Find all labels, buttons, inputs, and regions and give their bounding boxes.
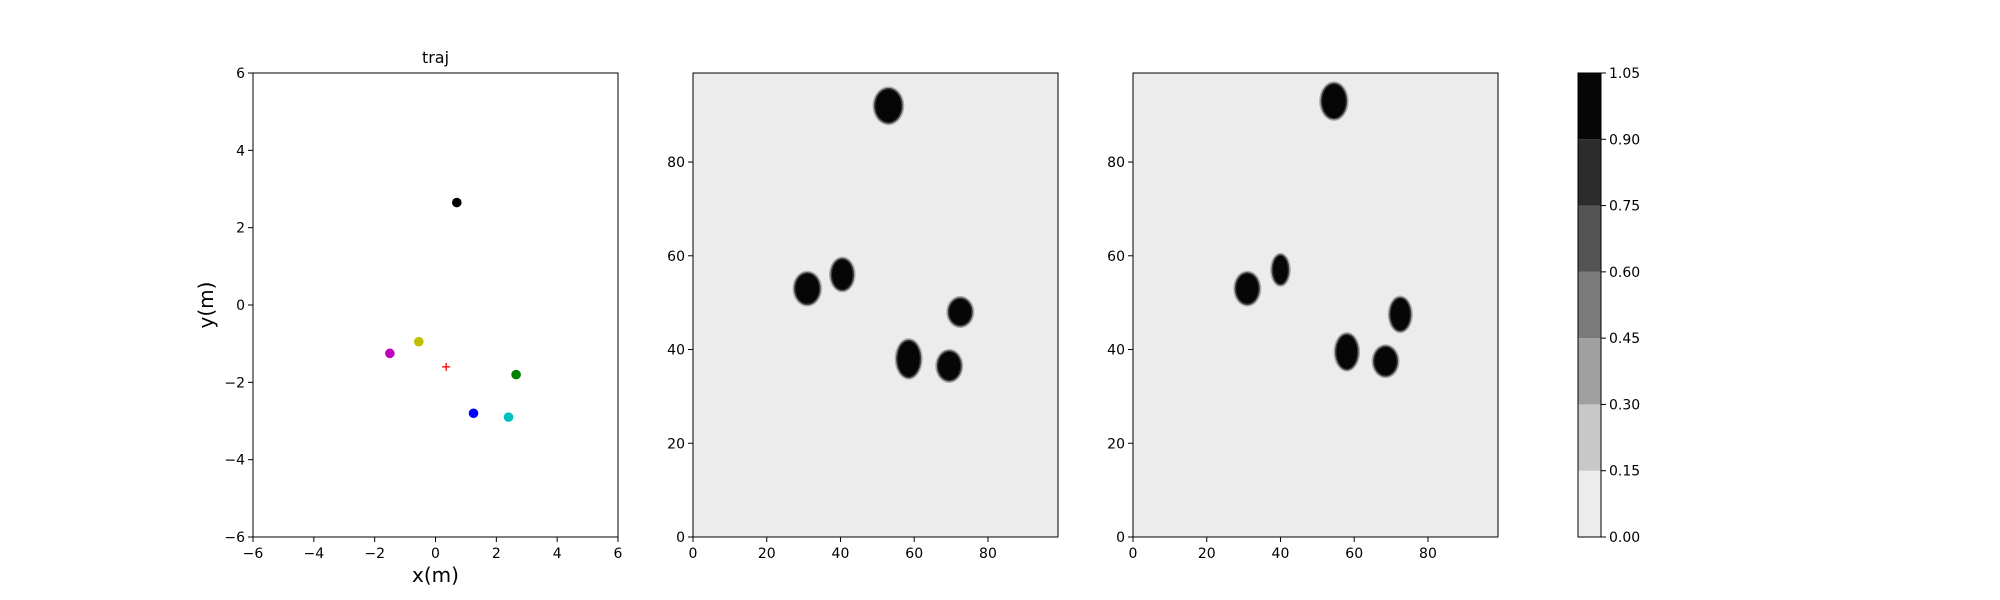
trajectory-y-tick-label: −4 <box>224 453 245 469</box>
trajectory-point <box>451 197 462 208</box>
occupancy-map-2-x-tick-label: 0 <box>1129 546 1138 562</box>
occupancy-map-1-y-tick-label: 0 <box>676 530 685 546</box>
occupancy-map-panel-2: 0 20 40 60 80 0 20 40 60 80 <box>1107 72 1499 562</box>
trajectory-x-ticks: −6 −4 −2 0 2 4 6 <box>243 537 623 562</box>
trajectory-x-tick-label: −4 <box>304 546 325 562</box>
colorbar-band <box>1578 205 1601 272</box>
colorbar-tick-label: 1.05 <box>1609 66 1640 82</box>
occupancy-map-1-blob <box>946 295 975 329</box>
colorbar-tick-label: 0.15 <box>1609 464 1640 480</box>
occupancy-map-2-frame <box>1132 72 1499 538</box>
occupancy-map-1-x-tick-label: 40 <box>832 546 850 562</box>
occupancy-map-2-y-tick-label: 40 <box>1107 343 1125 359</box>
occupancy-map-2-blobs <box>1233 81 1413 379</box>
occupancy-map-2-x-tick-label: 80 <box>1419 546 1437 562</box>
occupancy-map-2-x-tick-label: 40 <box>1272 546 1290 562</box>
occupancy-map-1-frame <box>692 72 1059 538</box>
colorbar: 0.00 0.15 0.30 0.45 0.60 0.75 0.90 1.05 <box>1577 66 1640 546</box>
occupancy-map-1-y-tick-label: 60 <box>667 249 685 265</box>
trajectory-x-tick-label: 0 <box>431 546 440 562</box>
trajectory-point <box>468 408 479 419</box>
trajectory-goal-marker <box>442 362 451 371</box>
occupancy-map-1-blob <box>828 256 856 293</box>
colorbar-band <box>1578 338 1601 405</box>
trajectory-plot-area <box>252 72 619 538</box>
trajectory-x-tick-label: 6 <box>614 546 623 562</box>
occupancy-map-1-x-tick-label: 0 <box>689 546 698 562</box>
occupancy-map-2-y-ticks: 0 20 40 60 80 <box>1107 155 1133 546</box>
occupancy-map-1-background <box>693 73 1058 537</box>
occupancy-map-1-blob <box>935 348 964 383</box>
colorbar-band <box>1578 139 1601 206</box>
occupancy-map-1-x-tick-label: 20 <box>758 546 776 562</box>
occupancy-map-1-x-tick-label: 80 <box>979 546 997 562</box>
trajectory-panel: traj −6 −4 −2 0 2 4 6 −6 −4 −2 0 2 4 6 x(m) y(m) <box>194 48 623 587</box>
trajectory-x-tick-label: 2 <box>492 546 501 562</box>
colorbar-tick-label: 0.90 <box>1609 132 1640 148</box>
occupancy-map-panel-1: 0 20 40 60 80 0 20 40 60 80 <box>667 72 1059 562</box>
trajectory-x-tick-label: −6 <box>243 546 264 562</box>
occupancy-map-2-y-tick-label: 60 <box>1107 249 1125 265</box>
colorbar-frame <box>1577 72 1602 538</box>
colorbar-tick-label: 0.00 <box>1609 530 1640 546</box>
occupancy-map-1-y-ticks: 0 20 40 60 80 <box>667 155 693 546</box>
occupancy-map-2-background <box>1133 73 1498 537</box>
occupancy-map-1-y-tick-label: 40 <box>667 343 685 359</box>
occupancy-map-2-x-tick-label: 20 <box>1198 546 1216 562</box>
colorbar-tick-label: 0.60 <box>1609 265 1640 281</box>
occupancy-map-2-blob <box>1387 295 1413 334</box>
colorbar-band <box>1578 73 1601 140</box>
colorbar-band <box>1578 404 1601 471</box>
trajectory-x-axis-label: x(m) <box>412 563 459 587</box>
occupancy-map-2-blob <box>1319 81 1349 121</box>
occupancy-map-1-blob <box>894 338 923 380</box>
colorbar-tick-label: 0.30 <box>1609 397 1640 413</box>
trajectory-x-tick-label: 4 <box>553 546 562 562</box>
occupancy-map-2-blob <box>1371 344 1400 379</box>
trajectory-title: traj <box>422 48 449 67</box>
colorbar-ticks: 0.00 0.15 0.30 0.45 0.60 0.75 0.90 1.05 <box>1601 66 1640 546</box>
trajectory-y-tick-label: −2 <box>224 375 245 391</box>
trajectory-point <box>413 336 424 347</box>
colorbar-bands <box>1578 73 1601 537</box>
occupancy-map-2-x-tick-label: 60 <box>1345 546 1363 562</box>
occupancy-map-2-x-ticks: 0 20 40 60 80 <box>1129 537 1437 562</box>
trajectory-points <box>385 197 521 422</box>
occupancy-map-2-y-tick-label: 80 <box>1107 155 1125 171</box>
occupancy-map-1-blob <box>792 270 823 307</box>
trajectory-y-tick-label: 0 <box>236 298 245 314</box>
trajectory-point <box>385 348 395 359</box>
colorbar-tick-label: 0.45 <box>1609 331 1640 347</box>
trajectory-y-axis-label: y(m) <box>194 282 218 329</box>
colorbar-tick-label: 0.75 <box>1609 199 1640 215</box>
trajectory-y-tick-label: 6 <box>236 66 245 82</box>
occupancy-map-1-y-tick-label: 20 <box>667 436 685 452</box>
occupancy-map-1-y-tick-label: 80 <box>667 155 685 171</box>
colorbar-band <box>1578 470 1601 537</box>
occupancy-map-2-y-tick-label: 20 <box>1107 436 1125 452</box>
colorbar-band <box>1578 271 1601 339</box>
trajectory-point <box>511 369 521 380</box>
trajectory-y-tick-label: 2 <box>236 221 245 237</box>
occupancy-map-1-x-ticks: 0 20 40 60 80 <box>689 537 997 562</box>
occupancy-map-1-blobs <box>792 86 975 383</box>
occupancy-map-1-x-tick-label: 60 <box>905 546 923 562</box>
occupancy-map-2-blob <box>1270 252 1291 287</box>
occupancy-map-1-blob <box>872 86 905 126</box>
trajectory-y-ticks: −6 −4 −2 0 2 4 6 <box>224 66 253 546</box>
trajectory-x-tick-label: −2 <box>364 546 385 562</box>
trajectory-y-tick-label: −6 <box>224 530 245 546</box>
trajectory-point <box>503 412 514 422</box>
occupancy-map-2-y-tick-label: 0 <box>1116 530 1125 546</box>
occupancy-map-2-blob <box>1333 331 1361 372</box>
occupancy-map-2-blob <box>1233 270 1262 307</box>
trajectory-y-tick-label: 4 <box>236 143 245 159</box>
